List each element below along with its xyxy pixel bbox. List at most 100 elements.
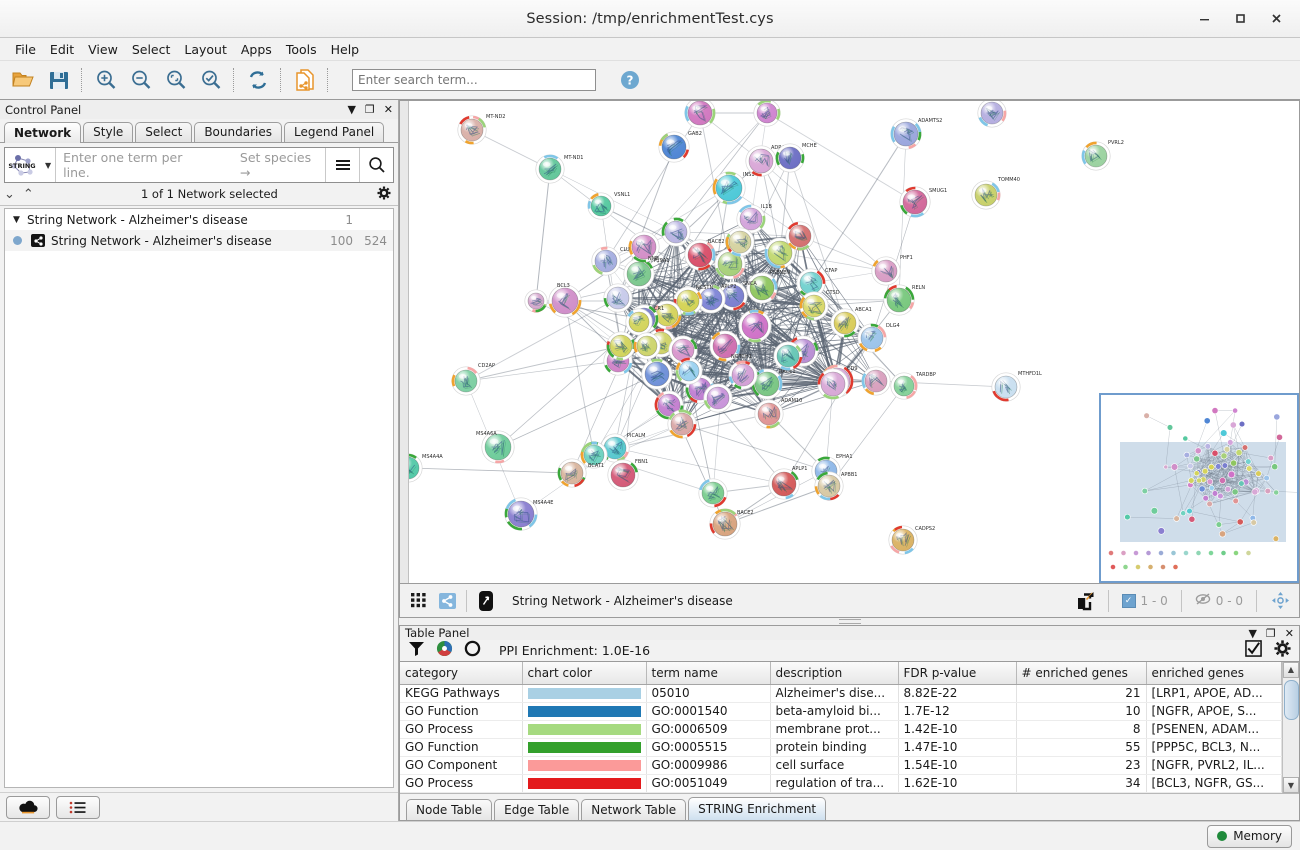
table-vertical-scrollbar[interactable]: ▲ ▼ (1282, 661, 1299, 793)
network-node[interactable] (668, 335, 698, 365)
expand-triangle-icon[interactable]: ▼ (13, 214, 20, 225)
tab-edge-table[interactable]: Edge Table (494, 799, 580, 820)
network-node[interactable]: RELN (883, 284, 926, 316)
menu-layout[interactable]: Layout (184, 41, 227, 57)
network-node[interactable] (725, 227, 755, 257)
network-node[interactable] (977, 101, 1007, 128)
close-button[interactable] (1258, 4, 1294, 34)
network-node[interactable]: MS4A6A (476, 430, 515, 464)
network-view-icon[interactable] (433, 588, 461, 614)
menu-apps[interactable]: Apps (240, 41, 272, 57)
table-row[interactable]: GO Component GO:0009986 cell surface 1.54E-… (400, 756, 1282, 775)
network-node[interactable]: GAB2 (658, 131, 702, 163)
save-icon[interactable] (41, 64, 76, 96)
network-node[interactable] (703, 383, 733, 413)
menu-view[interactable]: View (88, 41, 118, 57)
network-node[interactable]: CLU (591, 246, 630, 276)
menu-help[interactable]: Help (330, 41, 360, 57)
annotation-icon[interactable] (472, 588, 500, 614)
network-node[interactable]: CADPS2 (888, 525, 935, 555)
network-node[interactable]: CD9 (817, 366, 858, 400)
select-all-icon[interactable] (1245, 640, 1262, 660)
donut-chart-icon[interactable] (464, 640, 481, 660)
network-root-row[interactable]: ▼ String Network - Alzheimer's disease 1 (5, 209, 393, 230)
network-node[interactable]: PHF1 (871, 255, 913, 286)
zoom-out-icon[interactable] (123, 64, 158, 96)
network-node[interactable]: CFAP (796, 268, 838, 298)
memory-button[interactable]: Memory (1207, 824, 1292, 848)
network-node[interactable]: CTSD (799, 290, 840, 321)
network-node[interactable] (633, 332, 661, 360)
fit-selected-icon[interactable] (193, 64, 228, 96)
gear-icon[interactable] (377, 186, 391, 203)
vertical-splitter[interactable] (399, 618, 1300, 625)
network-node[interactable]: APLP2 (696, 284, 737, 314)
network-node[interactable] (773, 341, 803, 371)
network-node[interactable]: SMUG1 (899, 186, 947, 218)
expand-all-icon[interactable]: ⌃ (22, 186, 34, 202)
network-node[interactable]: PVRL2 (1081, 140, 1124, 171)
tab-string-enrichment[interactable]: STRING Enrichment (688, 797, 827, 820)
network-node[interactable]: DLG4 (857, 323, 900, 353)
enrichment-table-area[interactable]: category chart color term name descripti… (400, 660, 1299, 793)
search-input[interactable]: Enter search term... (352, 69, 596, 91)
zoom-in-icon[interactable] (88, 64, 123, 96)
filter-icon[interactable] (408, 640, 425, 660)
export-network-icon[interactable] (287, 64, 322, 96)
network-node[interactable]: ADAM10 (754, 398, 802, 429)
network-nodes[interactable]: MT-ND2MT-ND1VSNL1GAB2INS1ADRA1AMCHEADAMT… (400, 101, 1124, 555)
network-node[interactable]: NME (628, 231, 660, 263)
table-row[interactable]: GO Function GO:0001540 beta-amyloid bi... 1… (400, 702, 1282, 721)
network-node[interactable] (675, 357, 703, 385)
search-icon[interactable] (359, 148, 393, 182)
collapse-all-icon[interactable]: ⌄ (4, 186, 15, 202)
network-node[interactable]: BACE2 (684, 239, 725, 271)
network-node[interactable]: MT-ND1 (535, 154, 584, 184)
table-panel-dropdown-icon[interactable]: ▼ (1248, 626, 1257, 640)
control-panel-float-icon[interactable]: ❐ (364, 103, 375, 116)
scroll-down-arrow[interactable]: ▼ (1283, 777, 1299, 793)
tab-legend-panel[interactable]: Legend Panel (284, 122, 385, 142)
selected-nodes-chip[interactable]: ✓ 1 - 0 (1118, 593, 1172, 608)
network-node[interactable] (785, 221, 815, 251)
share-export-icon[interactable] (1071, 588, 1099, 614)
scroll-up-arrow[interactable]: ▲ (1283, 661, 1299, 678)
table-row[interactable]: KEGG Pathways 05010 Alzheimer's dise... 8.8… (400, 684, 1282, 703)
table-row[interactable]: GO Process GO:0019220regulation of ph...1… (400, 792, 1282, 793)
network-node[interactable]: IL1B (736, 204, 773, 234)
network-node[interactable] (861, 366, 891, 396)
table-panel-close-icon[interactable]: ✕ (1284, 626, 1294, 640)
network-node[interactable]: MTHFD1L (991, 371, 1042, 402)
menu-select[interactable]: Select (131, 41, 171, 57)
network-node[interactable]: CTSL (641, 358, 680, 390)
network-node[interactable]: ABCA1 (830, 307, 872, 338)
network-node[interactable]: MCHE (775, 143, 817, 173)
fit-content-icon[interactable] (1266, 588, 1294, 614)
network-node[interactable]: PSENEN (746, 270, 790, 304)
col-fdr[interactable]: FDR p-value (898, 661, 1017, 685)
network-node[interactable] (652, 300, 682, 330)
network-node[interactable]: PICALM (600, 433, 646, 463)
table-row[interactable]: GO Function GO:0005515 protein binding 1.47… (400, 738, 1282, 757)
network-node[interactable] (698, 478, 728, 508)
network-node[interactable] (557, 458, 587, 488)
minimize-button[interactable] (1186, 4, 1222, 34)
col-num-genes[interactable]: # enriched genes (1016, 661, 1147, 685)
tab-boundaries[interactable]: Boundaries (194, 122, 282, 142)
network-node[interactable]: TARDBP (890, 372, 936, 400)
col-term-name[interactable]: term name (646, 661, 771, 685)
network-node[interactable]: TOMM40 (971, 177, 1020, 210)
network-list[interactable]: ▼ String Network - Alzheimer's disease 1 (4, 208, 394, 788)
control-panel-dropdown-icon[interactable]: ▼ (347, 103, 356, 116)
network-node[interactable] (606, 331, 636, 361)
fit-network-icon[interactable] (158, 64, 193, 96)
string-logo-icon[interactable]: STRING (5, 149, 45, 181)
col-chart-color[interactable]: chart color (522, 661, 647, 685)
tab-network[interactable]: Network (4, 122, 82, 143)
network-child-row[interactable]: String Network - Alzheimer's disease 100… (5, 230, 393, 251)
network-node[interactable]: BACE2 (709, 508, 754, 540)
network-node[interactable]: MT-ND2 (457, 114, 506, 145)
birds-eye-view[interactable] (1099, 393, 1299, 583)
network-node[interactable] (625, 308, 653, 336)
network-node[interactable]: FBN1 (607, 459, 648, 491)
